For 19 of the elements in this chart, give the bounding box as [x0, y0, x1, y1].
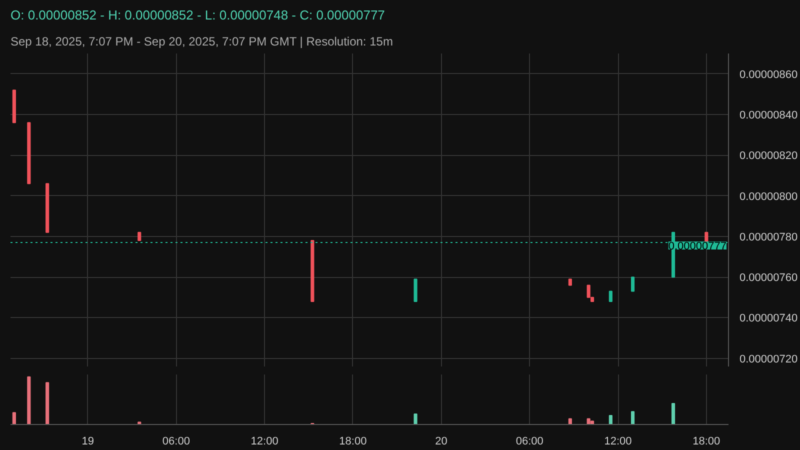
y-tick-label: 0.00000840	[740, 109, 798, 122]
x-tick-label: 12:00	[604, 436, 632, 448]
x-tick-label: 06:00	[162, 436, 190, 448]
y-tick-label: 0.00000720	[740, 353, 798, 366]
chart-subtitle: Sep 18, 2025, 7:07 PM - Sep 20, 2025, 7:07 PM GMT | Resolution: 15m	[10, 34, 393, 48]
y-tick-label: 0.00000760	[740, 272, 798, 284]
x-tick-label: 06:00	[516, 436, 544, 448]
y-tick-label: 0.00000780	[740, 231, 798, 244]
chart-title: O: 0.00000852 - H: 0.00000852 - L: 0.00000748 - C: 0.00000777	[10, 8, 385, 22]
y-tick-label: 0.00000740	[740, 312, 798, 325]
x-tick-label: 19	[82, 436, 94, 448]
x-tick-label: 20	[435, 436, 448, 448]
y-tick-label: 0.00000860	[740, 68, 798, 81]
x-tick-label: 18:00	[692, 436, 720, 448]
x-tick-label: 12:00	[250, 436, 278, 448]
y-tick-label: 0.00000800	[740, 190, 798, 203]
x-tick-label: 18:00	[339, 436, 367, 448]
y-tick-label: 0.00000820	[740, 150, 798, 162]
ref-line-label: 0.00000777	[668, 240, 727, 253]
